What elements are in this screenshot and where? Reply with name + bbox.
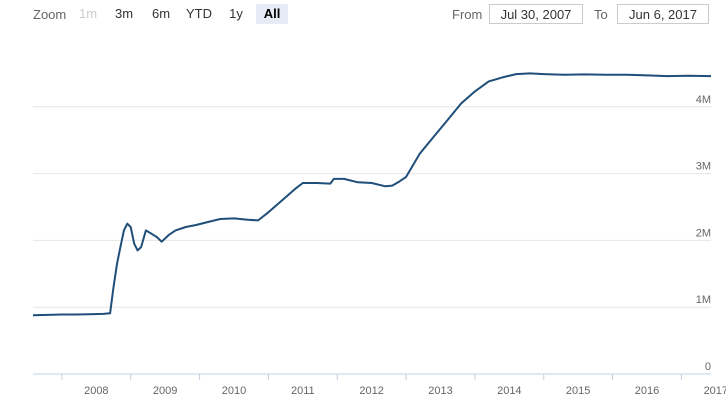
x-tick-label: 2014	[497, 385, 521, 397]
zoom-label: Zoom	[33, 7, 67, 22]
x-tick-label: 2012	[359, 385, 383, 397]
x-tick-label: 2017	[704, 385, 726, 397]
to-date-input[interactable]: Jun 6, 2017	[617, 4, 709, 24]
x-tick-label: 2016	[635, 385, 659, 397]
zoom-all-button[interactable]: All	[256, 4, 288, 24]
range-selector-toolbar: Zoom 1m 3m 6m YTD 1y All From Jul 30, 20…	[0, 0, 726, 30]
y-tick-label: 0	[705, 361, 711, 373]
zoom-1y-button[interactable]: 1y	[222, 4, 250, 24]
y-tick-label: 4M	[696, 94, 711, 106]
grid-lines	[33, 106, 711, 375]
x-tick-label: 2008	[84, 385, 108, 397]
to-label: To	[594, 7, 608, 22]
from-label: From	[452, 7, 483, 22]
series-line	[32, 72, 712, 317]
x-tick-label: 2010	[222, 385, 246, 397]
from-date-input[interactable]: Jul 30, 2007	[489, 4, 583, 24]
y-tick-label: 3M	[696, 161, 711, 173]
zoom-1m-button[interactable]: 1m	[74, 4, 102, 24]
zoom-6m-button[interactable]: 6m	[146, 4, 176, 24]
y-axis-ticks: 0 1M 2M 3M 4M	[696, 94, 711, 373]
y-tick-label: 2M	[696, 227, 711, 239]
x-axis-ticks: 2008 2009 2010 2011 2012 2013 2014 2015 2016 2017	[33, 373, 726, 397]
x-tick-label: 2015	[566, 385, 590, 397]
x-tick-label: 2011	[291, 385, 315, 397]
zoom-3m-button[interactable]: 3m	[109, 4, 139, 24]
x-tick-label: 2013	[428, 385, 452, 397]
series-layer	[32, 72, 712, 317]
zoom-ytd-button[interactable]: YTD	[183, 4, 215, 24]
y-tick-label: 1M	[696, 294, 711, 306]
x-tick-label: 2009	[153, 385, 177, 397]
